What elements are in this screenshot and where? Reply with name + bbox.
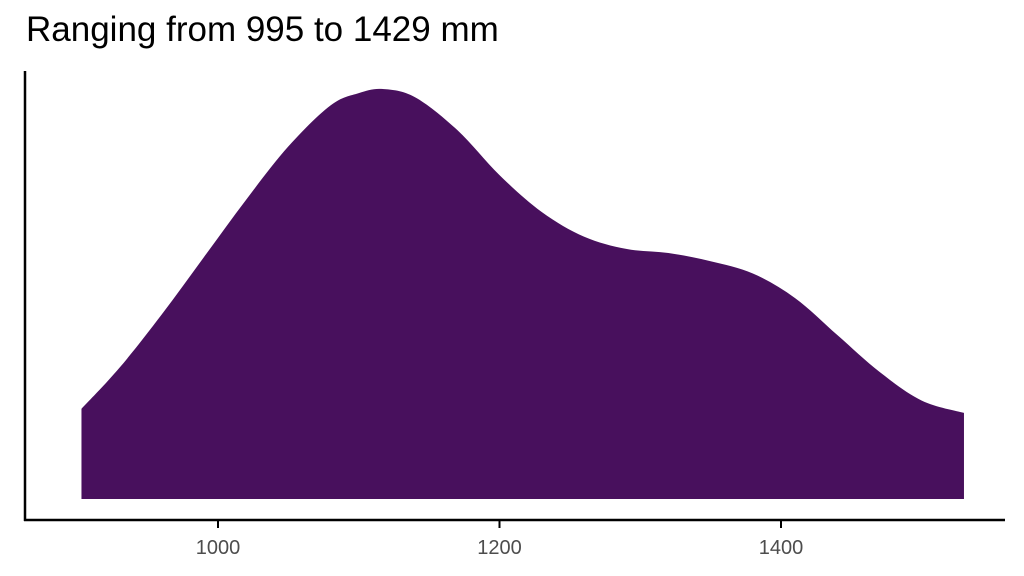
chart-title: Ranging from 995 to 1429 mm bbox=[26, 10, 499, 49]
density-area bbox=[81, 88, 964, 500]
x-tick-label: 1000 bbox=[196, 537, 241, 559]
x-tick-label: 1400 bbox=[759, 537, 804, 559]
x-tick-label: 1200 bbox=[477, 537, 522, 559]
